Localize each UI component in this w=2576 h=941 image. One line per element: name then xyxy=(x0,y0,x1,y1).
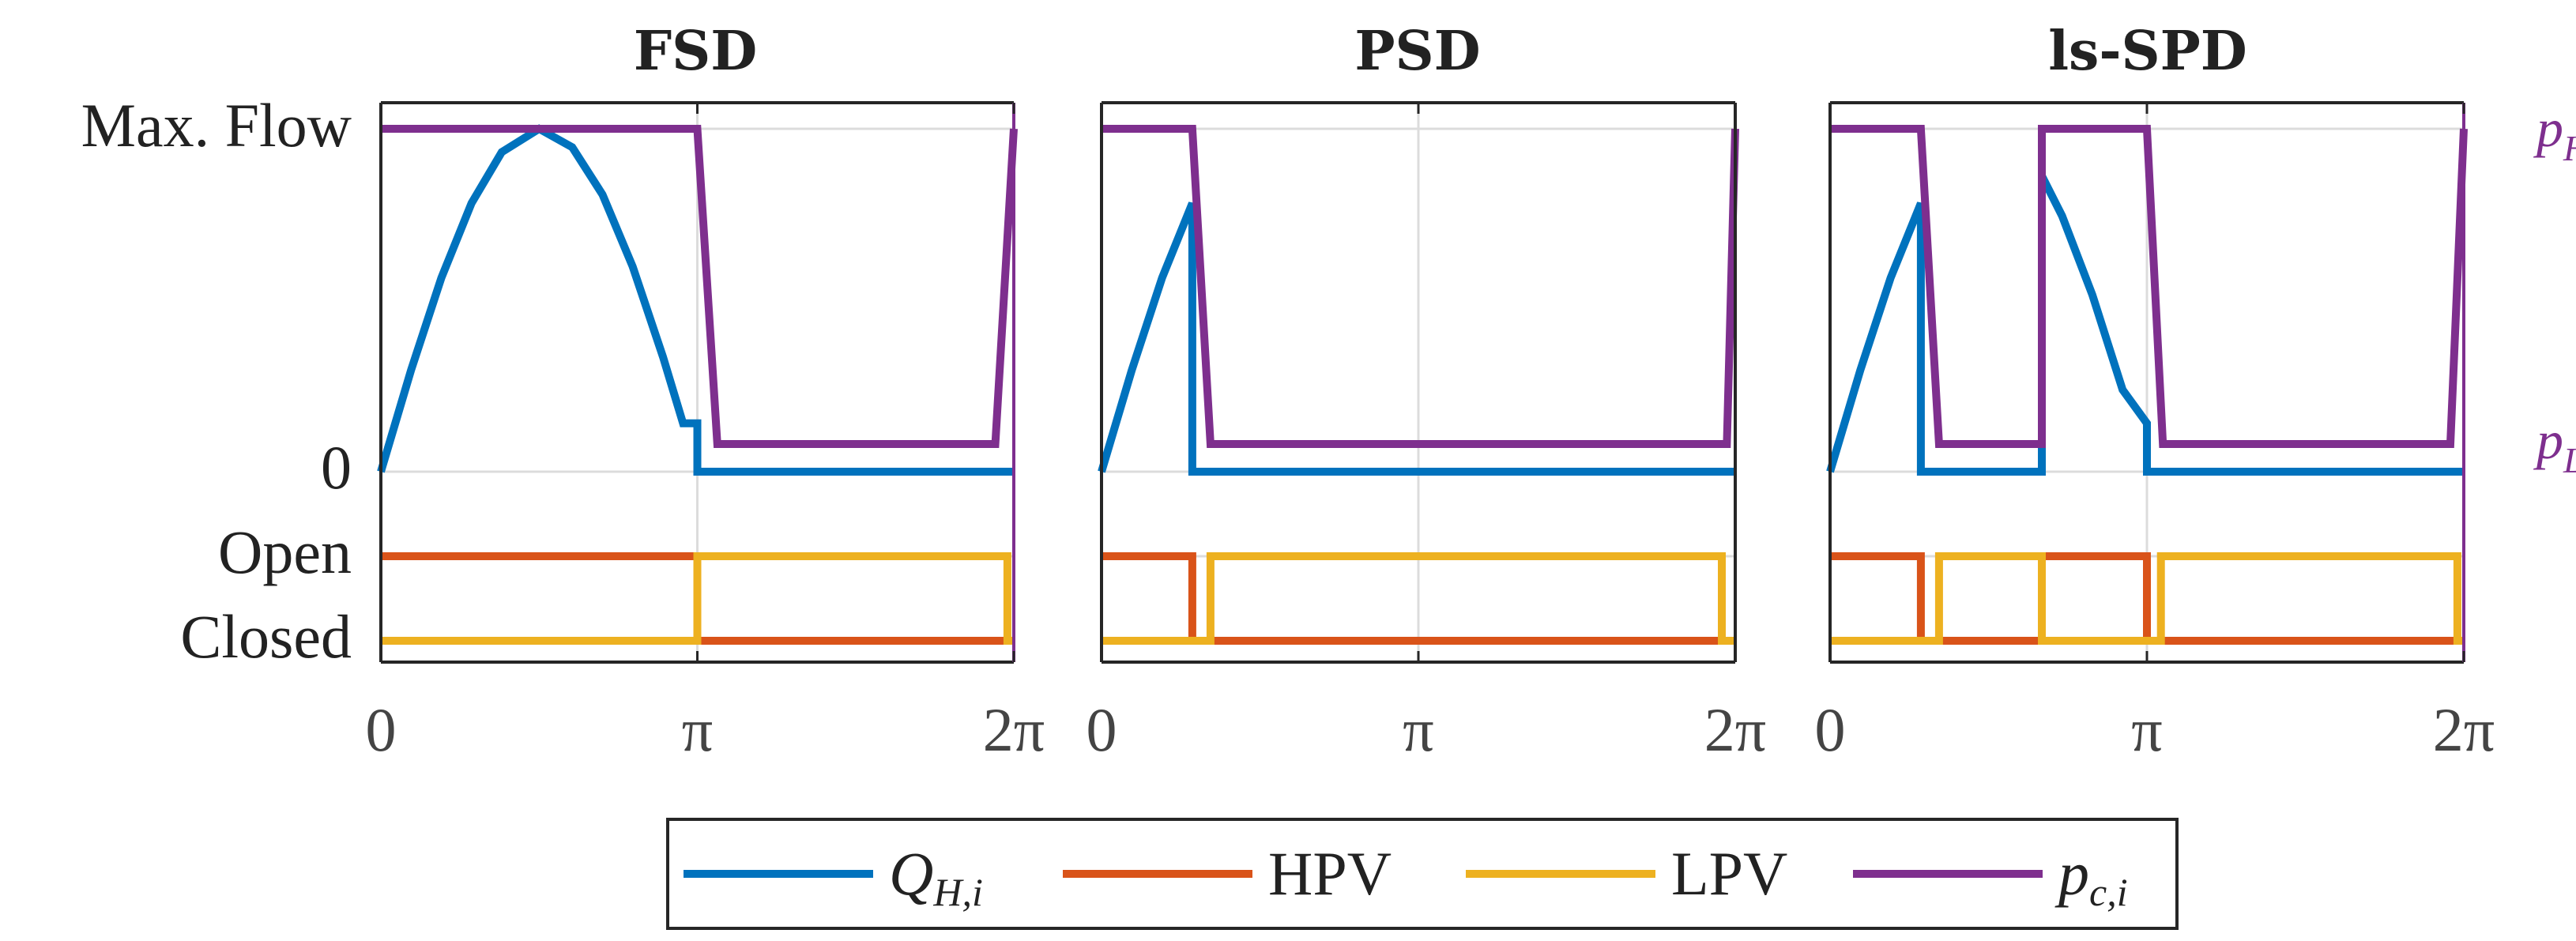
xtick-label: 2π xyxy=(1704,695,1766,764)
xtick-label: π xyxy=(682,695,713,764)
panel-fsd: FSD 0 π 2π xyxy=(366,20,1045,764)
panel-title: FSD xyxy=(634,20,757,83)
panel-psd: PSD 0 π 2π xyxy=(1087,20,1767,764)
ytick-zero: 0 xyxy=(321,433,352,502)
series-line-qhi xyxy=(377,124,1014,476)
xtick-label: π xyxy=(1403,695,1433,764)
series-line-pci xyxy=(381,125,1018,448)
legend-label-pc: pc,i xyxy=(2054,839,2128,914)
ytick-open: Open xyxy=(218,518,352,586)
series-line-qhi xyxy=(1098,201,1735,476)
panel-title: ls-SPD xyxy=(2048,20,2247,83)
right-label-pH: pH xyxy=(2533,98,2576,168)
xtick-label: 0 xyxy=(1087,695,1117,764)
xtick-label: π xyxy=(2131,695,2162,764)
legend-label-hpv: HPV xyxy=(1268,839,1392,908)
xtick-label: 2π xyxy=(983,695,1045,764)
series-line-lpv xyxy=(381,552,1014,645)
ytick-closed: Closed xyxy=(180,602,352,671)
ytick-max-flow: Max. Flow xyxy=(81,91,352,160)
series-line-lpv xyxy=(1830,552,2464,645)
xtick-label: 0 xyxy=(366,695,397,764)
xtick-label: 2π xyxy=(2433,695,2495,764)
legend: QH,i HPV LPV pc,i xyxy=(666,818,2179,930)
legend-label-lpv: LPV xyxy=(1671,839,1787,908)
series-line-lpv xyxy=(1102,552,1735,645)
series-line-pci xyxy=(1830,125,2468,448)
series-line-hpv xyxy=(1102,552,1735,645)
panel-ls-spd: ls-SPD 0 π 2π xyxy=(1815,20,2495,764)
legend-label-q: QH,i xyxy=(889,839,983,914)
series-line-hpv xyxy=(1830,552,2464,645)
panel-title: PSD xyxy=(1354,20,1480,83)
xtick-label: 0 xyxy=(1815,695,1846,764)
right-label-pL: pL xyxy=(2533,410,2576,480)
series-line-pci xyxy=(1102,125,1739,448)
